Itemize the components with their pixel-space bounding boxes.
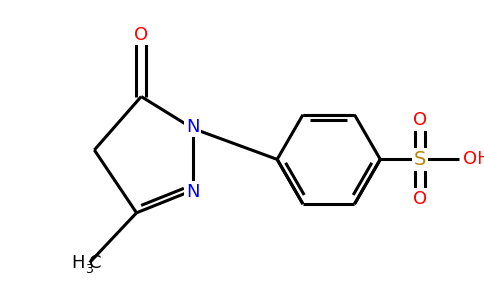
Text: O: O: [412, 111, 427, 129]
Text: C: C: [90, 254, 102, 272]
Text: N: N: [186, 118, 199, 136]
Text: O: O: [412, 190, 427, 208]
Text: S: S: [413, 150, 426, 169]
Text: 3: 3: [85, 262, 93, 276]
Text: O: O: [134, 26, 148, 44]
Text: H: H: [72, 254, 85, 272]
Text: OH: OH: [463, 150, 484, 168]
Text: N: N: [186, 183, 199, 201]
